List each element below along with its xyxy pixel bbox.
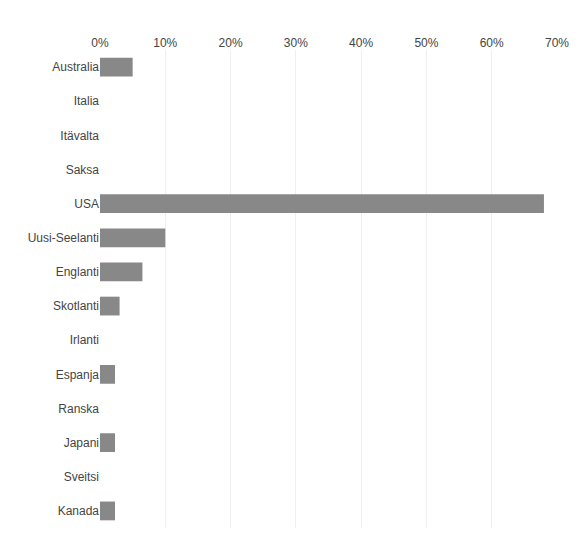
svg-text:Ranska: Ranska bbox=[58, 402, 99, 416]
svg-text:70%: 70% bbox=[545, 36, 569, 50]
svg-text:40%: 40% bbox=[349, 36, 373, 50]
svg-text:Espanja: Espanja bbox=[56, 368, 100, 382]
svg-text:Englanti: Englanti bbox=[56, 265, 99, 279]
svg-text:Sveitsi: Sveitsi bbox=[64, 470, 99, 484]
svg-text:20%: 20% bbox=[219, 36, 243, 50]
svg-text:60%: 60% bbox=[480, 36, 504, 50]
svg-text:USA: USA bbox=[74, 197, 99, 211]
svg-text:Uusi-Seelanti: Uusi-Seelanti bbox=[28, 231, 99, 245]
svg-text:Saksa: Saksa bbox=[66, 163, 100, 177]
svg-text:50%: 50% bbox=[414, 36, 438, 50]
svg-text:Italia: Italia bbox=[74, 94, 100, 108]
svg-text:Skotlanti: Skotlanti bbox=[53, 299, 99, 313]
svg-text:Japani: Japani bbox=[64, 436, 99, 450]
svg-text:0%: 0% bbox=[91, 36, 109, 50]
svg-text:Australia: Australia bbox=[52, 60, 99, 74]
svg-text:Itävalta: Itävalta bbox=[60, 129, 99, 143]
svg-text:10%: 10% bbox=[153, 36, 177, 50]
svg-text:Kanada: Kanada bbox=[58, 504, 100, 518]
svg-text:Irlanti: Irlanti bbox=[70, 333, 99, 347]
svg-text:30%: 30% bbox=[284, 36, 308, 50]
